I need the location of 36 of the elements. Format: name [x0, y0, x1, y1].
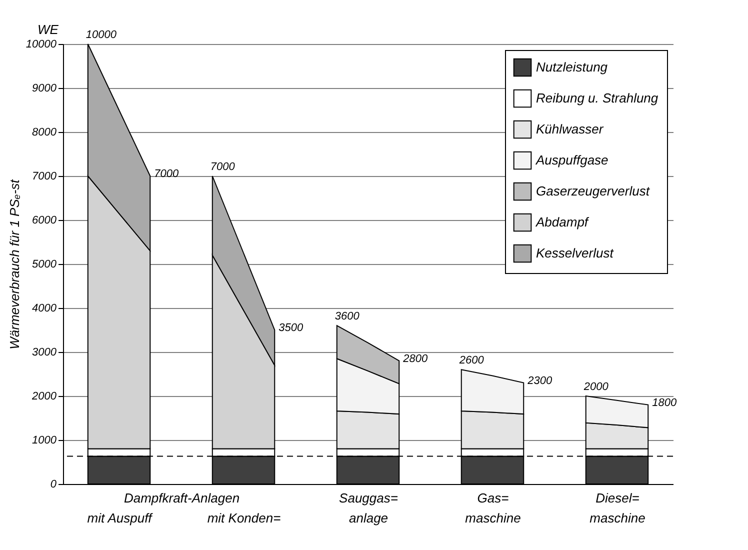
x-tick-label: Sauggas= anlage	[339, 490, 398, 526]
total-label: 7000	[154, 168, 180, 180]
y-tick-label: 0	[50, 478, 58, 490]
legend-label: Nutzleistung	[536, 60, 608, 74]
legend-label: Kühlwasser	[536, 122, 604, 136]
x-tick-label: mit Konden=	[207, 510, 282, 526]
total-label: 1800	[652, 396, 678, 409]
y-tick-label: 5000	[32, 258, 58, 270]
y-tick-label: 1000	[32, 434, 58, 446]
y-axis-title: Wärmeverbrauch für 1 PSₑ-st	[6, 178, 22, 350]
legend-label: Gaserzeugerverlust	[536, 184, 651, 198]
total-label: 10000	[86, 29, 118, 41]
y-tick-label: 2000	[31, 390, 58, 402]
legend-label: Abdampf	[535, 214, 590, 230]
y-tick-label: 10000	[26, 38, 58, 50]
total-label: 7000	[210, 161, 236, 173]
y-tick-label: 3000	[32, 346, 58, 358]
total-label: 2300	[526, 374, 553, 387]
y-tick-label: 8000	[32, 126, 58, 138]
legend-label: Reibung u. Strahlung	[536, 90, 659, 106]
total-label: 3500	[278, 322, 304, 334]
total-label: 2800	[402, 352, 428, 365]
y-tick-label: 4000	[32, 302, 58, 314]
total-label: 2600	[458, 354, 485, 367]
text: WE	[38, 22, 59, 37]
x-tick-label: Dampfkraft-Anlagen	[124, 490, 240, 506]
x-tick-label: Diesel= maschine	[590, 490, 646, 526]
legend-label: Kesselverlust	[536, 246, 615, 260]
y-tick-label: 9000	[32, 82, 58, 94]
total-label: 2000	[582, 381, 610, 393]
legend-label: Auspuffgase	[535, 152, 608, 168]
y-tick-label: 6000	[32, 214, 58, 226]
y-tick-label: 7000	[32, 170, 58, 182]
x-tick-label: mit Auspuff	[87, 510, 154, 526]
x-tick-label: Gas= maschine	[465, 490, 521, 526]
total-label: 3600	[334, 310, 360, 323]
